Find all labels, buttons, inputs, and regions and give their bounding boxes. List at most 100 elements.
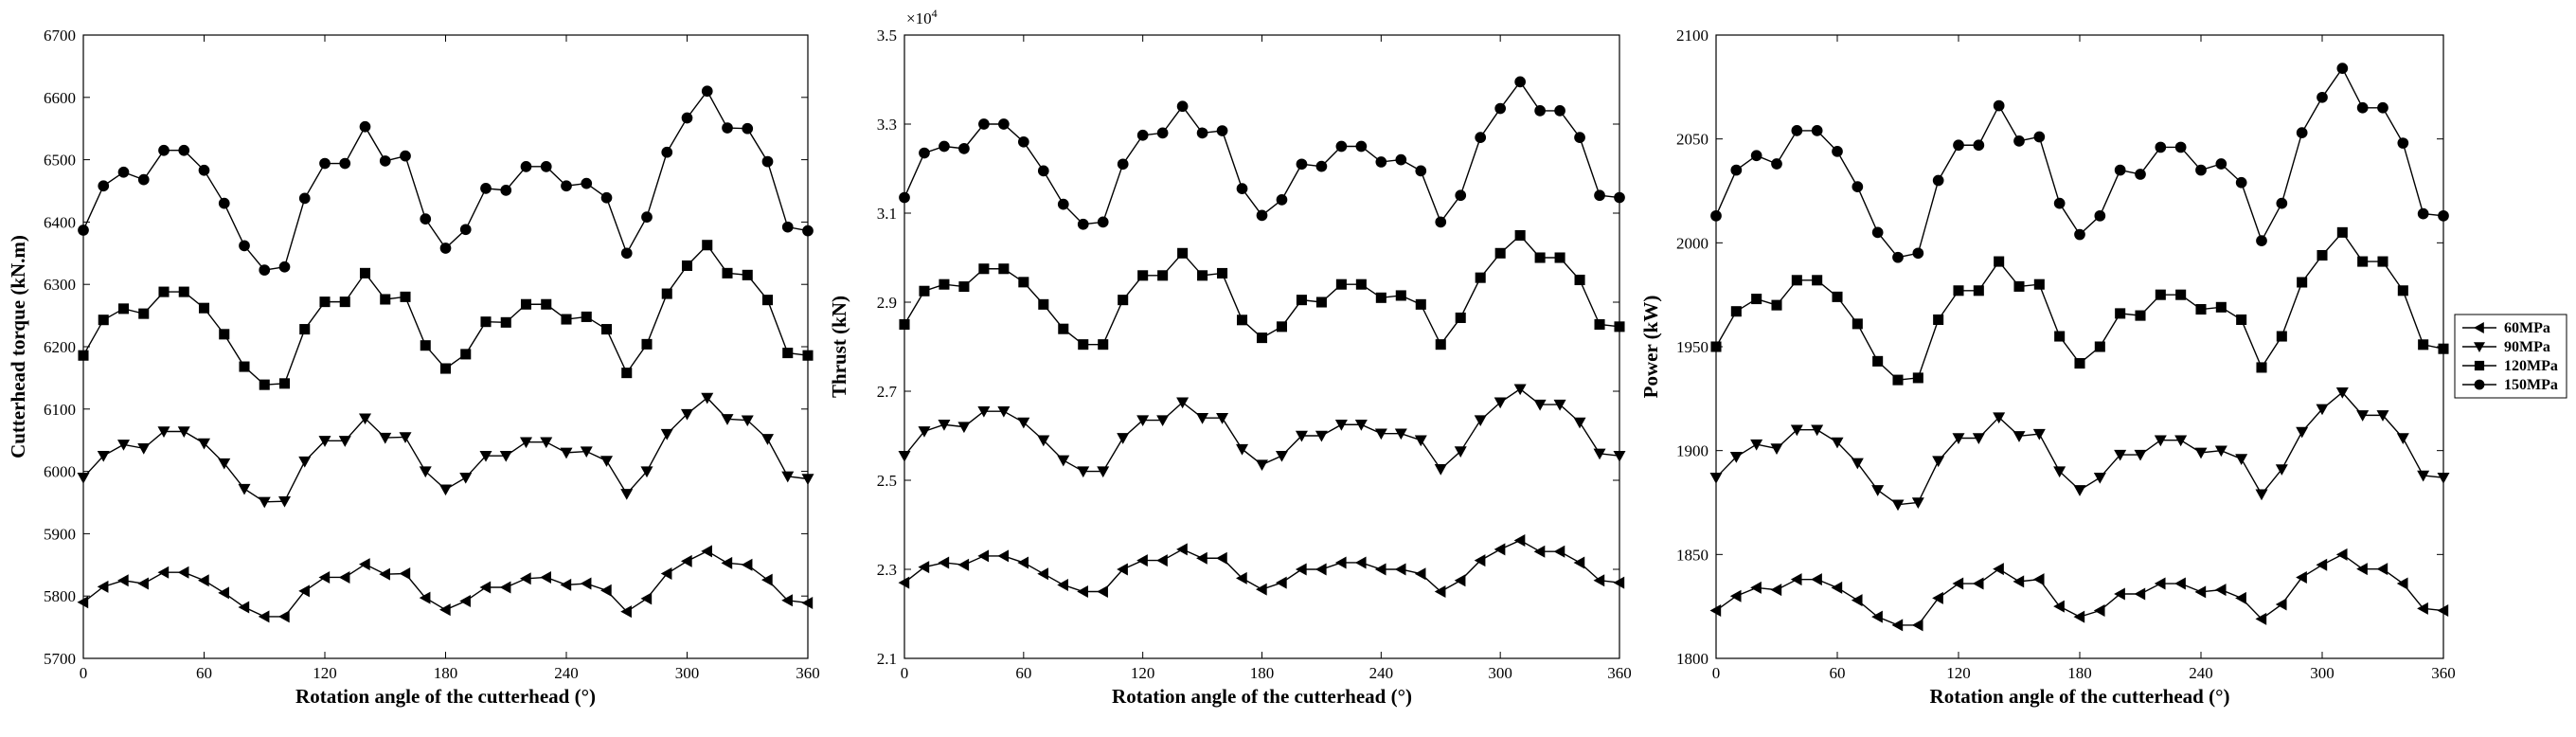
data-point xyxy=(1852,181,1864,192)
data-point xyxy=(157,566,170,579)
data-point xyxy=(1811,424,1824,437)
data-point xyxy=(379,567,390,581)
y-tick-label: 2.5 xyxy=(877,472,897,490)
data-point xyxy=(359,558,370,571)
data-point xyxy=(1534,105,1546,117)
data-point xyxy=(1117,563,1128,576)
data-point xyxy=(721,556,733,569)
data-point xyxy=(1237,315,1248,326)
data-point xyxy=(520,437,532,449)
data-point xyxy=(1157,270,1169,281)
data-point xyxy=(2317,91,2328,103)
series-60MPa xyxy=(77,545,814,623)
x-tick-label: 120 xyxy=(1131,664,1155,682)
data-point xyxy=(1137,270,1149,281)
power-chart: 0 60 120 180 240 300 360 1800 1850 1900 1950 2000 20… xyxy=(1639,27,2456,708)
y-tick-label: 5800 xyxy=(44,587,76,605)
data-point xyxy=(1395,290,1406,301)
data-point xyxy=(520,160,532,172)
data-point xyxy=(1614,321,1625,333)
legend-marker xyxy=(2474,322,2484,333)
data-point xyxy=(439,484,452,496)
data-point xyxy=(782,348,794,359)
data-point xyxy=(359,267,371,279)
data-point xyxy=(198,574,209,587)
data-point xyxy=(2256,362,2267,373)
data-point xyxy=(1017,556,1029,569)
data-point xyxy=(137,577,149,590)
data-point xyxy=(998,263,1010,275)
y-tick-label: 6600 xyxy=(44,89,76,107)
data-point xyxy=(702,240,713,251)
data-point xyxy=(1275,450,1288,462)
legend-marker xyxy=(2474,360,2485,371)
data-point xyxy=(2235,454,2248,465)
data-point xyxy=(939,140,950,153)
data-point xyxy=(1973,285,1984,297)
data-point xyxy=(1354,556,1367,569)
data-point xyxy=(919,285,930,297)
data-point xyxy=(1276,321,1287,333)
data-point xyxy=(2235,591,2246,604)
data-point xyxy=(1037,567,1049,581)
data-point xyxy=(1710,341,1722,352)
data-point xyxy=(2174,577,2186,590)
data-point xyxy=(1932,591,1943,604)
y-exponent-power: 4 xyxy=(932,7,938,20)
data-point xyxy=(2033,131,2046,143)
data-point xyxy=(1435,216,1447,228)
y-tick-label: 3.1 xyxy=(877,205,897,223)
data-point xyxy=(2396,433,2409,445)
data-point xyxy=(2235,176,2247,189)
y-tick-label: 2.3 xyxy=(877,561,897,579)
data-point xyxy=(701,85,713,98)
data-point xyxy=(1295,430,1308,442)
data-point xyxy=(2053,600,2065,613)
data-point xyxy=(1216,551,1227,565)
y-tick-label: 2000 xyxy=(1676,234,1708,252)
data-point xyxy=(1574,274,1585,286)
data-point xyxy=(2012,575,2025,588)
data-point xyxy=(1415,165,1427,177)
data-point xyxy=(1750,150,1762,162)
y-tick-label: 2.9 xyxy=(877,294,897,312)
data-point xyxy=(2215,301,2227,313)
data-point xyxy=(540,160,552,172)
data-point xyxy=(1077,218,1089,230)
data-point xyxy=(1791,125,1803,136)
x-tick-label: 360 xyxy=(1607,664,1632,682)
data-point xyxy=(1217,267,1228,279)
data-point xyxy=(259,379,270,390)
y-exponent-label: ×104 xyxy=(906,7,938,27)
x-tick-label: 240 xyxy=(554,664,579,682)
y-axis-label: Thrust (kN) xyxy=(828,296,850,398)
data-point xyxy=(2094,209,2106,222)
data-point xyxy=(761,295,774,306)
data-point xyxy=(1953,139,1964,152)
data-point xyxy=(1952,433,1965,445)
data-point xyxy=(1474,415,1487,427)
data-point xyxy=(1395,153,1407,166)
y-tick-label: 2100 xyxy=(1676,27,1708,45)
data-point xyxy=(439,243,452,254)
data-point xyxy=(1196,551,1208,565)
data-point xyxy=(1573,556,1585,569)
data-point xyxy=(117,574,129,587)
data-point xyxy=(640,592,653,605)
data-point xyxy=(1057,455,1070,467)
data-point xyxy=(1513,384,1527,396)
data-point xyxy=(581,177,593,189)
data-point xyxy=(198,164,210,176)
data-point xyxy=(459,594,471,607)
data-point xyxy=(1832,145,1843,157)
data-point xyxy=(137,443,151,455)
data-point xyxy=(722,122,733,134)
data-point xyxy=(2114,164,2126,176)
data-point xyxy=(157,426,170,438)
data-point xyxy=(339,297,350,308)
data-point xyxy=(1952,577,1964,590)
data-point xyxy=(238,483,251,495)
data-point xyxy=(1018,277,1029,288)
data-point xyxy=(958,143,970,154)
data-point xyxy=(379,155,391,167)
